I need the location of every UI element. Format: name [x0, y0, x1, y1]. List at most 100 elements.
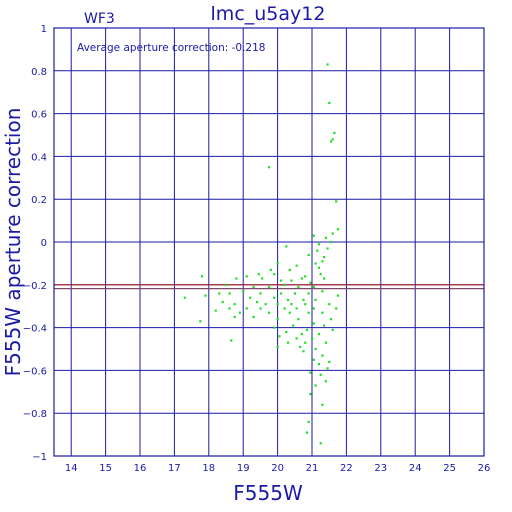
x-tick-label: 21	[306, 463, 319, 474]
data-point	[302, 350, 305, 353]
data-point	[335, 200, 338, 203]
data-point	[312, 358, 315, 361]
data-point	[316, 249, 319, 252]
data-point	[233, 315, 236, 319]
y-tick-label: 0.4	[31, 152, 47, 163]
data-point	[295, 307, 298, 310]
data-point	[293, 292, 296, 295]
data-point	[304, 341, 307, 344]
x-tick-label: 15	[99, 463, 112, 474]
data-point	[328, 360, 331, 364]
data-point	[326, 247, 329, 250]
data-point	[321, 354, 324, 357]
x-tick-label: 24	[409, 463, 422, 474]
x-tick-label: 17	[168, 463, 181, 474]
data-point	[292, 324, 295, 327]
data-point	[304, 275, 307, 278]
data-point	[309, 371, 312, 374]
data-point	[200, 275, 204, 278]
data-point	[295, 337, 298, 340]
data-point	[314, 298, 317, 301]
y-tick-label: 0.8	[31, 67, 47, 78]
data-point	[311, 337, 314, 340]
data-point	[317, 362, 321, 366]
data-point	[323, 277, 326, 280]
data-point	[273, 273, 276, 276]
data-point	[276, 262, 279, 265]
y-tick-label: 1	[41, 24, 47, 35]
data-point	[278, 335, 281, 338]
data-point	[333, 131, 336, 135]
average-annotation: Average aperture correction: -0.218	[77, 42, 265, 54]
data-point	[312, 234, 315, 237]
data-point	[307, 420, 310, 423]
data-point	[307, 292, 310, 295]
data-point	[249, 296, 252, 299]
data-point	[312, 307, 315, 310]
data-point	[323, 255, 326, 259]
y-tick-label: 0.2	[31, 195, 47, 206]
data-point	[321, 260, 324, 263]
x-tick-label: 18	[202, 463, 215, 474]
reference-lines	[54, 284, 484, 290]
x-tick-label: 26	[478, 463, 491, 474]
plot-frame	[53, 27, 485, 457]
data-point	[298, 345, 302, 349]
data-point	[252, 285, 255, 289]
data-point	[290, 303, 293, 306]
data-point	[280, 292, 283, 295]
data-point	[245, 307, 248, 310]
data-point	[304, 303, 307, 306]
data-point	[268, 166, 271, 169]
data-point	[324, 341, 327, 344]
x-tick-label: 22	[340, 463, 353, 474]
data-point	[305, 431, 309, 434]
data-point	[335, 307, 338, 310]
x-tick-labels: 14 15 16 17 18 19 20 21 22 23 24 25 26	[65, 463, 491, 474]
y-tick-label: −0.8	[23, 409, 47, 420]
data-point	[329, 140, 333, 143]
data-point	[302, 298, 305, 301]
data-point	[321, 290, 324, 293]
data-point	[326, 367, 329, 370]
data-point	[268, 311, 271, 314]
data-point	[204, 294, 207, 297]
data-point	[286, 341, 290, 344]
data-point	[283, 283, 286, 286]
data-point	[307, 253, 310, 257]
data-point	[300, 277, 303, 280]
data-point	[324, 380, 327, 383]
data-point	[314, 262, 317, 265]
data-point	[321, 311, 324, 314]
x-tick-label: 14	[65, 463, 78, 474]
data-point	[336, 228, 339, 231]
data-point	[329, 241, 333, 244]
data-point	[199, 320, 202, 323]
x-tick-label: 20	[271, 463, 284, 474]
data-point	[317, 243, 321, 246]
data-point	[336, 294, 339, 297]
y-tick-label: −0.4	[23, 324, 47, 335]
data-point	[221, 300, 224, 304]
y-tick-label: −0.6	[23, 366, 47, 377]
data-point	[286, 298, 290, 301]
data-point	[290, 279, 293, 282]
data-point	[297, 318, 300, 321]
data-point	[314, 384, 317, 387]
data-point	[183, 296, 186, 299]
data-point	[331, 232, 334, 235]
data-point	[255, 300, 259, 304]
data-point	[328, 303, 331, 306]
data-point	[307, 311, 310, 314]
data-point	[324, 236, 327, 239]
data-point	[323, 324, 326, 327]
data-point	[269, 268, 272, 272]
data-point	[264, 303, 267, 306]
y-axis-label: F555W aperture correction	[1, 108, 25, 377]
y-tick-labels: −1 −0.8 −0.6 −0.4 −0.2 0 0.2 0.4 0.6 0.8 1	[23, 24, 47, 463]
data-point	[238, 311, 241, 314]
data-point	[242, 290, 245, 293]
data-point	[319, 442, 322, 445]
data-point	[312, 322, 315, 325]
data-point	[285, 330, 288, 334]
